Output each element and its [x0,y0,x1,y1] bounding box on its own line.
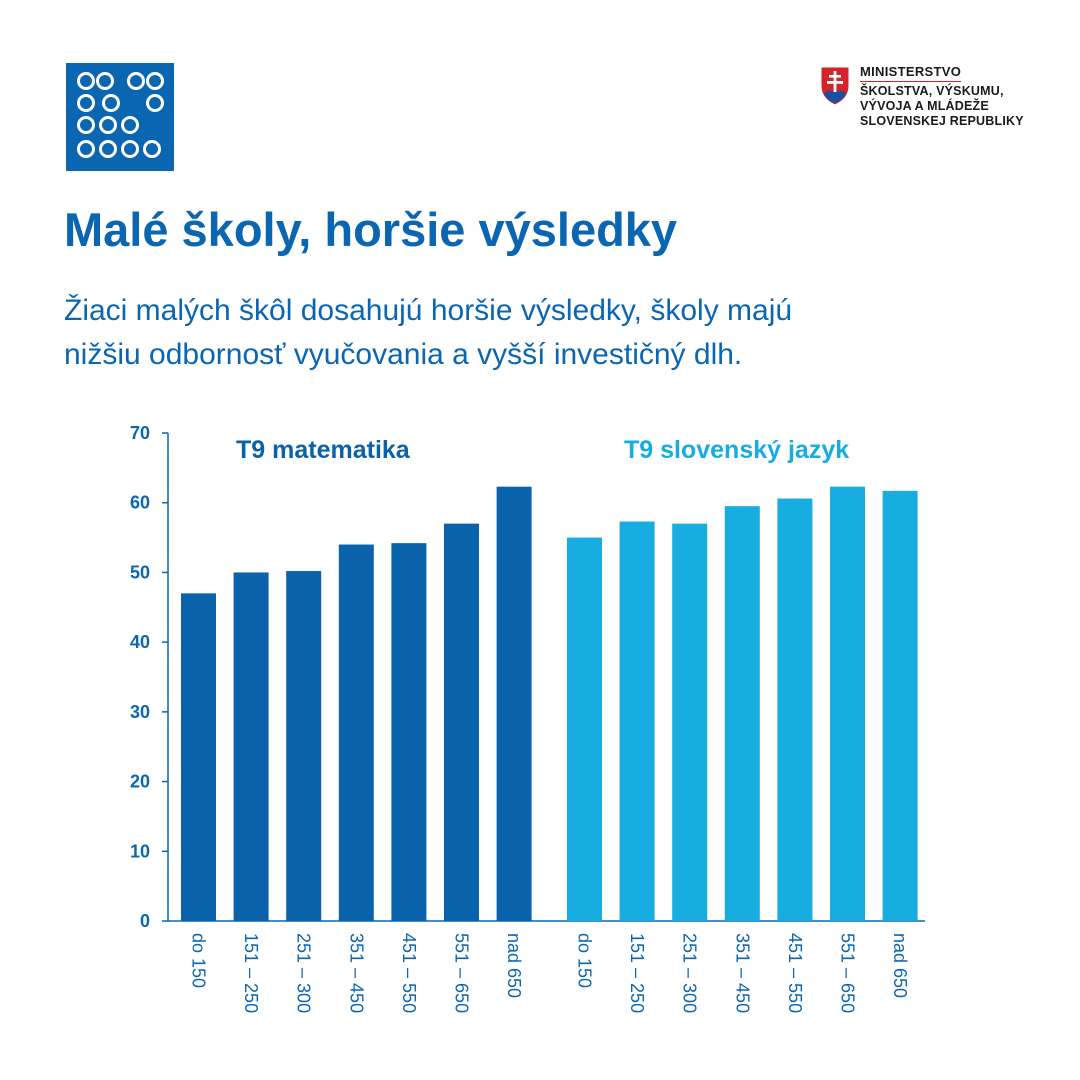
ministry-logo: MINISTERSTVO ŠKOLSTVA, VÝSKUMU, VÝVOJA A… [820,64,1040,134]
y-tick-label: 10 [130,841,150,861]
y-tick-label: 20 [130,772,150,792]
x-tick-label: 451 – 550 [785,933,805,1013]
x-tick-label: nad 650 [504,933,524,998]
series-label-math: T9 matematika [236,436,411,464]
school-dots-logo [66,63,174,171]
ministry-name-line-3: VÝVOJA A MLÁDEŽE [860,99,989,113]
subtitle-line-2: nižšiu odbornosť vyučovania a vyšší inve… [64,338,743,371]
bar-math-2 [286,571,322,921]
bar-slovak-4 [777,498,813,921]
bar-math-0 [181,593,216,921]
bar-math-4 [391,543,427,921]
x-tick-label: do 150 [189,933,209,988]
bar-slovak-6 [882,490,918,921]
series-label-slovak: T9 slovenský jazyk [624,436,849,464]
bar-math-6 [496,486,532,921]
x-tick-label: 151 – 250 [627,933,647,1013]
x-tick-label: 251 – 300 [294,933,314,1013]
bar-slovak-1 [619,521,655,921]
x-tick-label: 551 – 650 [452,933,472,1013]
y-tick-label: 70 [130,423,150,443]
x-tick-label: nad 650 [890,933,910,998]
y-tick-label: 60 [130,493,150,513]
x-tick-label: 451 – 550 [399,933,419,1013]
bar-math-3 [338,544,374,921]
bar-slovak-2 [672,523,708,921]
bar-slovak-0 [567,537,602,921]
page-subtitle: Žiaci malých škôl dosahujú horšie výsled… [64,289,1024,377]
x-tick-label: 151 – 250 [241,933,261,1013]
slovak-crest-icon [820,66,850,106]
x-tick-label: 551 – 650 [838,933,858,1013]
bar-slovak-3 [724,506,760,921]
page-title: Malé školy, horšie výsledky [64,203,678,256]
ministry-name-line-2: ŠKOLSTVA, VÝSKUMU, [860,84,1004,98]
ministry-name-line-4: SLOVENSKEJ REPUBLIKY [860,114,1024,128]
x-tick-label: 251 – 300 [680,933,700,1013]
y-tick-label: 30 [130,702,150,722]
x-tick-label: 351 – 450 [346,933,366,1013]
bar-math-1 [233,572,269,921]
x-tick-label: do 150 [575,933,595,988]
x-tick-label: 351 – 450 [732,933,752,1013]
y-tick-label: 40 [130,632,150,652]
ministry-name-line-1: MINISTERSTVO [860,64,962,82]
y-tick-label: 0 [140,911,150,931]
subtitle-line-1: Žiaci malých škôl dosahujú horšie výsled… [64,294,793,327]
bar-math-5 [444,523,479,921]
y-tick-label: 50 [130,562,150,582]
bar-slovak-5 [830,486,865,921]
